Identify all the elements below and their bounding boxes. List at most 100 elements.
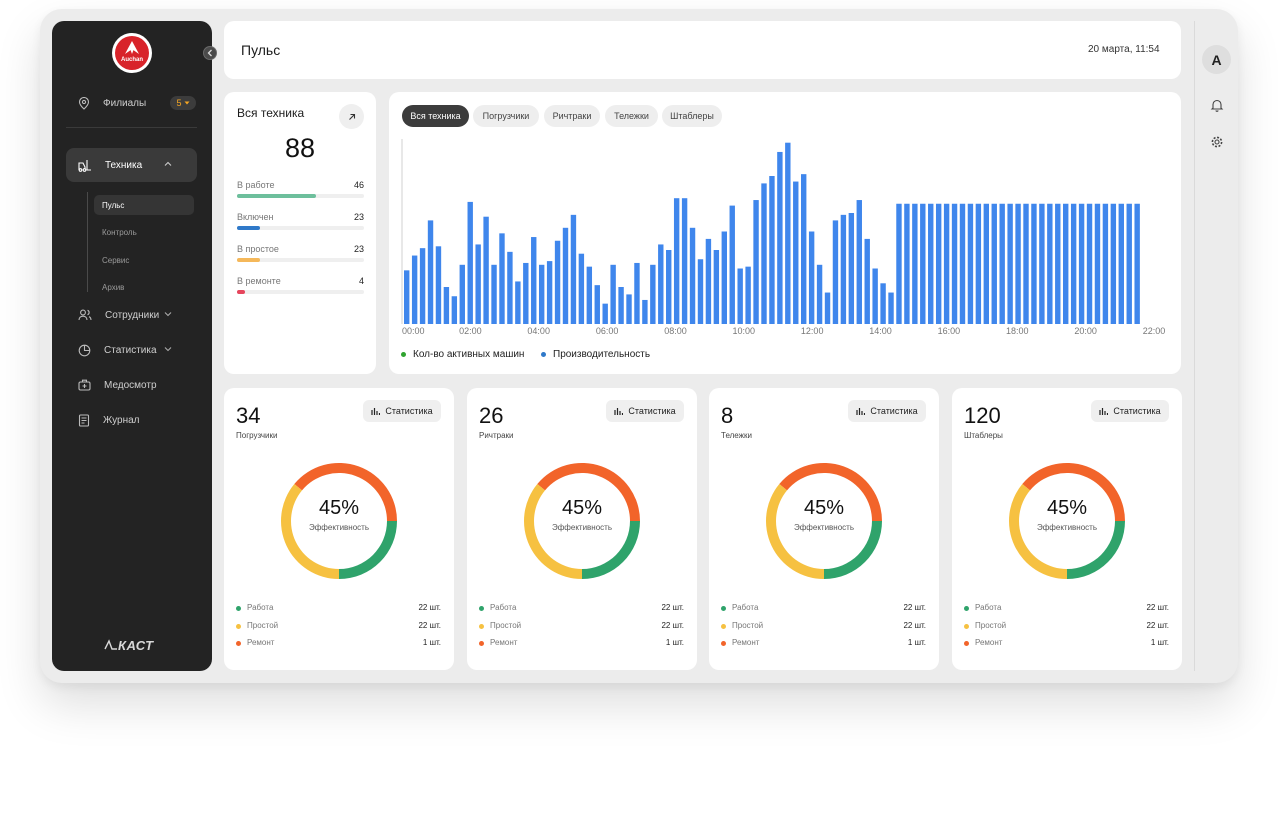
x-tick-label: 04:00: [527, 326, 550, 336]
legend-value: 22 шт.: [418, 620, 441, 630]
legend-value: 1 шт.: [907, 638, 926, 647]
chart-bar: [999, 203, 1005, 324]
chart-bar: [483, 216, 489, 324]
chart-bar: [689, 227, 696, 324]
machine-type-label: Тележки: [721, 431, 752, 440]
legend-dot: [479, 641, 484, 646]
donut-segment-work: [582, 521, 640, 579]
activity-bar-chart: 00:00 02:00 04:00 06:00 08:00 10:00 12:00 14:00…: [401, 139, 1165, 336]
chart-bar: [816, 264, 823, 324]
status-legend-row: Ремонт 1 шт.: [964, 638, 1169, 650]
chart-bar: [713, 250, 720, 324]
sidebar-item-journal[interactable]: Журнал: [66, 403, 197, 437]
chart-bar: [602, 303, 608, 324]
legend-label: Кол-во активных машин: [413, 349, 525, 360]
chart-bar: [443, 287, 450, 324]
machine-type-label: Погрузчики: [236, 431, 278, 440]
chart-bar: [856, 200, 862, 324]
tab-3[interactable]: Тележки: [605, 105, 658, 127]
bell-icon[interactable]: [1210, 98, 1224, 112]
collapse-sidebar-button[interactable]: [203, 46, 217, 60]
statistics-button[interactable]: Статистика: [606, 400, 684, 422]
chart-bar: [451, 296, 458, 324]
chart-bar: [832, 220, 839, 324]
branches-badge[interactable]: 5: [170, 96, 196, 110]
x-tick-label: 12:00: [801, 326, 824, 336]
legend-dot: [964, 641, 969, 646]
statistics-button-label: Статистика: [385, 406, 433, 416]
open-total-button[interactable]: [339, 104, 364, 129]
submenu-item-service[interactable]: Сервис: [102, 255, 130, 265]
chart-bar: [721, 231, 727, 324]
avatar[interactable]: A: [1202, 45, 1231, 74]
donut-segment-idle: [766, 484, 824, 579]
legend-label: Ремонт: [975, 638, 1003, 647]
chart-bar: [1134, 203, 1140, 324]
journal-icon: [78, 413, 90, 427]
legend-dot: [236, 641, 241, 646]
chart-bar: [1070, 203, 1077, 324]
chart-bar: [705, 238, 712, 324]
brand-mark-icon: [104, 639, 117, 650]
tab-1[interactable]: Погрузчики: [473, 105, 539, 127]
x-tick-label: 18:00: [1006, 326, 1029, 336]
donut-segment-work: [824, 521, 882, 579]
chart-bar: [737, 268, 743, 324]
chart-bar: [943, 203, 950, 324]
statistics-button-label: Статистика: [870, 406, 918, 416]
tab-2[interactable]: Ричтраки: [544, 105, 600, 127]
chart-bar: [785, 142, 791, 324]
legend-value: 22 шт.: [418, 603, 441, 612]
tab-4[interactable]: Штаблеры: [662, 105, 722, 127]
chart-bar: [1126, 203, 1132, 324]
sidebar-item-tech[interactable]: Техника: [66, 148, 197, 182]
sidebar-item-statistics[interactable]: Статистика: [66, 333, 197, 367]
chart-bar: [777, 151, 783, 324]
donut-segment-repair: [1022, 463, 1125, 521]
sidebar: [52, 21, 212, 671]
chart-bar: [491, 264, 497, 324]
submenu-item-pulse[interactable]: Пульс: [94, 195, 194, 215]
statistics-button[interactable]: Статистика: [1091, 400, 1169, 422]
chart-bar: [538, 264, 545, 324]
legend-dot: [401, 352, 406, 357]
chart-bar: [642, 299, 648, 324]
legend-dot: [236, 623, 241, 629]
status-label: В работе: [237, 180, 275, 190]
sidebar-item-employees[interactable]: Сотрудники: [66, 298, 197, 332]
chart-bar: [1078, 203, 1085, 324]
gear-icon[interactable]: [1210, 135, 1224, 149]
legend-label: Ремонт: [732, 638, 760, 647]
machine-card: [467, 388, 697, 670]
status-legend-row: Ремонт 1 шт.: [721, 638, 926, 650]
legend-label: Простой: [732, 620, 764, 630]
status-legend-row: Работа 22 шт.: [479, 603, 684, 615]
caret-down-icon: [184, 101, 189, 105]
statistics-button[interactable]: Статистика: [363, 400, 441, 422]
auchan-logo[interactable]: Auchan: [112, 33, 152, 73]
chart-bar: [634, 262, 640, 324]
legend-label: Работа: [732, 603, 759, 612]
chart-bar: [427, 220, 434, 324]
chart-bar: [761, 183, 767, 324]
chart-bar: [745, 266, 751, 324]
submenu-item-control[interactable]: Контроль: [102, 227, 137, 237]
sidebar-item-medical[interactable]: Медосмотр: [66, 368, 197, 402]
efficiency-label: Эффективность: [1036, 523, 1098, 532]
tab-0[interactable]: Вся техника: [402, 105, 469, 127]
efficiency-percent: 45%: [1046, 497, 1088, 519]
sidebar-item-branches[interactable]: Филиалы: [66, 86, 197, 120]
status-fill: [237, 226, 260, 230]
submenu-item-archive[interactable]: Архив: [102, 282, 125, 292]
legend-dot: [721, 606, 726, 611]
donut-segment-repair: [294, 463, 397, 521]
chart-bar: [673, 198, 680, 324]
chart-bar: [769, 176, 775, 324]
submenu-line: [87, 192, 88, 292]
chart-bar: [888, 292, 894, 324]
efficiency-donut: [766, 463, 882, 579]
chart-bar: [801, 174, 807, 324]
chevron-down-icon: [164, 312, 172, 317]
statistics-button[interactable]: Статистика: [848, 400, 926, 422]
chart-bar: [570, 214, 577, 324]
